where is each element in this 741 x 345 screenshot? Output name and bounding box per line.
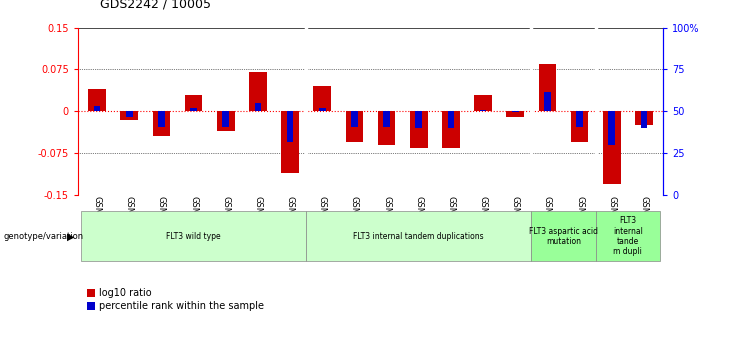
- Bar: [319, 108, 325, 111]
- Bar: [635, 111, 653, 125]
- Bar: [544, 92, 551, 111]
- Bar: [190, 108, 197, 111]
- FancyBboxPatch shape: [531, 211, 596, 261]
- Bar: [282, 111, 299, 172]
- Text: FLT3 wild type: FLT3 wild type: [166, 232, 221, 241]
- FancyBboxPatch shape: [81, 211, 306, 261]
- Text: GDS2242 / 10005: GDS2242 / 10005: [100, 0, 211, 10]
- Text: ▶: ▶: [67, 231, 74, 241]
- Bar: [249, 72, 267, 111]
- Text: genotype/variation: genotype/variation: [4, 232, 84, 241]
- Bar: [287, 111, 293, 142]
- Bar: [217, 111, 235, 131]
- Bar: [512, 111, 519, 112]
- Bar: [608, 111, 615, 145]
- Bar: [474, 95, 492, 111]
- Bar: [121, 111, 138, 120]
- Bar: [571, 111, 588, 142]
- Text: FLT3
internal
tande
m dupli: FLT3 internal tande m dupli: [613, 216, 642, 256]
- Bar: [94, 106, 101, 111]
- Bar: [448, 111, 454, 128]
- Bar: [410, 111, 428, 148]
- Bar: [603, 111, 620, 184]
- Bar: [222, 111, 229, 127]
- Bar: [479, 110, 486, 111]
- Bar: [158, 111, 165, 127]
- Bar: [345, 111, 363, 142]
- Text: FLT3 internal tandem duplications: FLT3 internal tandem duplications: [353, 232, 484, 241]
- Bar: [185, 95, 202, 111]
- Bar: [506, 111, 524, 117]
- Bar: [351, 111, 358, 127]
- Bar: [313, 86, 331, 111]
- Text: FLT3 aspartic acid
mutation: FLT3 aspartic acid mutation: [529, 227, 598, 246]
- FancyBboxPatch shape: [306, 211, 531, 261]
- Bar: [153, 111, 170, 136]
- Bar: [383, 111, 390, 127]
- Bar: [378, 111, 396, 145]
- Bar: [416, 111, 422, 128]
- Bar: [576, 111, 583, 127]
- FancyBboxPatch shape: [596, 211, 660, 261]
- Bar: [126, 111, 133, 117]
- Bar: [88, 89, 106, 111]
- Bar: [539, 64, 556, 111]
- Legend: log10 ratio, percentile rank within the sample: log10 ratio, percentile rank within the …: [83, 284, 268, 315]
- Bar: [640, 111, 647, 128]
- Bar: [442, 111, 459, 148]
- Bar: [255, 103, 262, 111]
